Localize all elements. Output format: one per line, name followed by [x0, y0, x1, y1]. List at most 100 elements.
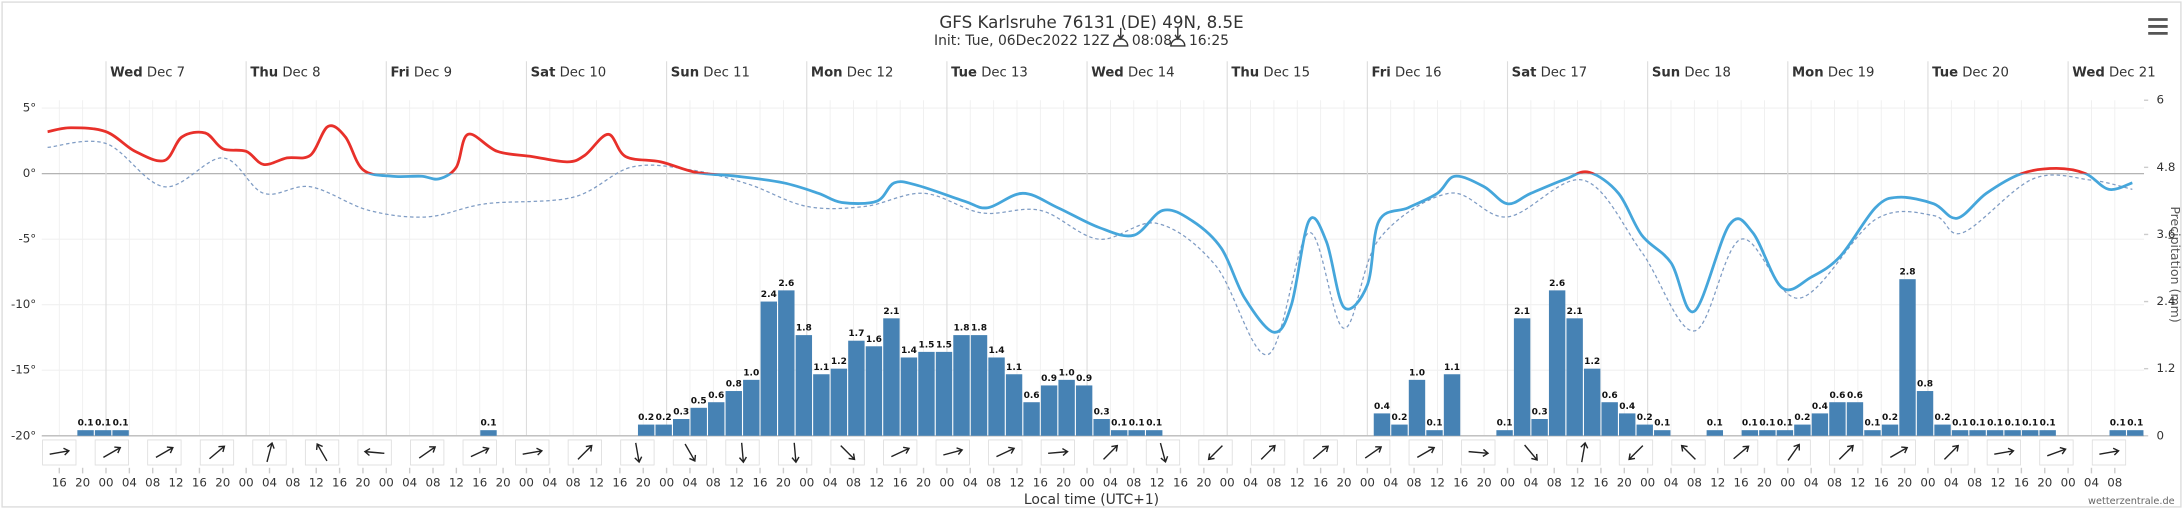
wind-cell	[1618, 439, 1654, 466]
wind-arrow	[1889, 446, 1909, 458]
wind-arrow	[363, 447, 385, 457]
precip-label: 0.2	[1637, 413, 1653, 423]
precip-label: 1.8	[971, 324, 987, 334]
wind-cell	[1198, 439, 1233, 466]
wind-arrow	[2099, 447, 2120, 456]
sunrise-icon	[1113, 27, 1129, 47]
day-date: Dec 20	[1962, 65, 2009, 80]
precip-bar	[970, 335, 988, 436]
x-tick-label: 00	[1220, 476, 1235, 490]
precip-bar	[1443, 374, 1461, 436]
precip-bar	[1058, 379, 1075, 436]
precip-bar	[1583, 368, 1601, 436]
x-tick-label: 04	[963, 476, 978, 490]
precip-label: 0.1	[2022, 419, 2038, 429]
wind-arrow	[49, 447, 71, 456]
x-tick-label: 16	[1033, 476, 1048, 490]
wind-arrow	[1733, 445, 1750, 460]
x-tick-label: 16	[1173, 476, 1188, 490]
x-tick-label: 00	[1640, 476, 1655, 490]
x-tick-label: 04	[1243, 476, 1258, 490]
y2-tick-label: 6	[2157, 93, 2165, 107]
precip-label: 0.2	[1391, 413, 1407, 423]
precip-bar	[743, 379, 760, 436]
precip-label: 0.2	[656, 413, 672, 423]
precip-bar	[1548, 290, 1566, 436]
precip-bar	[637, 424, 655, 436]
precip-label: 0.1	[1129, 419, 1145, 429]
x-tick-label: 04	[1103, 476, 1118, 490]
x-tick-label: 00	[1780, 476, 1795, 490]
y-tick-label: -15°	[11, 363, 36, 377]
precip-bar	[1969, 430, 1986, 436]
precip-bar	[795, 335, 813, 436]
wind-cell	[1513, 439, 1548, 466]
x-tick-label: 20	[215, 476, 230, 490]
x-tick-label: 16	[1874, 476, 1889, 490]
y-tick-label: -10°	[11, 297, 36, 311]
precip-bar	[900, 357, 918, 436]
day-date: Dec 15	[1263, 65, 1310, 80]
precip-bar	[1496, 430, 1513, 436]
wind-arrow	[1943, 444, 1960, 460]
precip-label: 0.1	[1759, 419, 1775, 429]
precip-bar	[1794, 424, 1811, 436]
day-date: Dec 21	[2109, 65, 2156, 80]
precip-label: 0.1	[480, 419, 496, 429]
x-tick-label: 20	[1477, 476, 1492, 490]
precip-label: 0.1	[78, 419, 94, 429]
day-date: Dec 9	[414, 65, 452, 80]
x-tick-label: 20	[75, 476, 90, 490]
x-tick-label: 04	[1383, 476, 1398, 490]
x-tick-label: 04	[542, 476, 557, 490]
day-date: Dec 10	[560, 65, 607, 80]
x-tick-label: 12	[729, 476, 744, 490]
wind-cell	[410, 439, 445, 466]
y-tick-label: -20°	[11, 428, 36, 442]
precip-bar	[1636, 424, 1653, 436]
precip-bar	[1601, 402, 1618, 436]
precip-bar	[77, 430, 94, 436]
x-tick-label: 20	[636, 476, 651, 490]
x-tick-label: 00	[379, 476, 394, 490]
x-tick-label: 04	[262, 476, 277, 490]
x-tick-label: 16	[332, 476, 347, 490]
menu-button[interactable]	[2148, 18, 2168, 35]
day-date: Dec 12	[847, 65, 894, 80]
x-tick-label: 12	[589, 476, 604, 490]
precip-bar	[112, 430, 129, 436]
x-tick-label: 12	[869, 476, 884, 490]
precip-label: 0.1	[95, 419, 111, 429]
precip-label: 0.6	[1602, 391, 1618, 401]
precip-label: 1.7	[848, 329, 864, 339]
x-tick-label: 04	[1944, 476, 1959, 490]
precip-label: 0.1	[1987, 419, 2003, 429]
precip-bar	[935, 351, 953, 436]
x-tick-label: 04	[1804, 476, 1819, 490]
precip-label: 0.4	[1619, 402, 1635, 412]
wind-cell	[725, 439, 760, 466]
wind-arrow	[2047, 446, 2067, 457]
precip-bar	[1110, 430, 1128, 436]
wind-cell	[2091, 439, 2127, 466]
day-weekday: Thu	[250, 65, 278, 80]
wind-cell	[2039, 439, 2074, 466]
wind-cell	[147, 439, 182, 466]
precip-label: 0.1	[1864, 419, 1880, 429]
x-tick-label: 12	[449, 476, 464, 490]
wind-cell	[1934, 439, 1969, 466]
wind-arrow	[266, 441, 275, 463]
precip-label: 0.4	[1374, 402, 1390, 412]
y-tick-label: 0°	[23, 166, 36, 180]
precip-bar	[830, 368, 848, 436]
chart-subtitle: Init: Tue, 06Dec2022 12Z	[934, 33, 1110, 49]
y2-tick-label: 4.8	[2157, 160, 2176, 174]
precip-bar	[1093, 418, 1110, 436]
precip-bar	[1829, 402, 1846, 436]
precip-label: 0.8	[1917, 380, 1933, 390]
wind-cell	[567, 439, 602, 466]
wind-arrow	[1159, 442, 1169, 464]
wind-cell	[1093, 439, 1128, 466]
x-tick-label: 20	[1336, 476, 1351, 490]
